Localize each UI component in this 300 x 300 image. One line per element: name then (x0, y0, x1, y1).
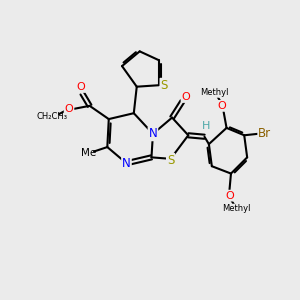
Text: N: N (122, 157, 131, 170)
Text: CH₂CH₃: CH₂CH₃ (36, 112, 67, 121)
Text: O: O (225, 190, 234, 201)
Text: O: O (182, 92, 190, 102)
Text: S: S (167, 154, 174, 167)
Text: Methyl: Methyl (223, 204, 251, 213)
Text: O: O (65, 104, 74, 114)
Text: Br: Br (258, 127, 272, 140)
Text: O: O (76, 82, 85, 92)
Text: S: S (160, 79, 168, 92)
Text: H: H (202, 122, 210, 131)
Text: N: N (148, 127, 157, 140)
Text: Me: Me (80, 148, 96, 158)
Text: O: O (218, 101, 226, 111)
Text: Methyl: Methyl (200, 88, 229, 97)
